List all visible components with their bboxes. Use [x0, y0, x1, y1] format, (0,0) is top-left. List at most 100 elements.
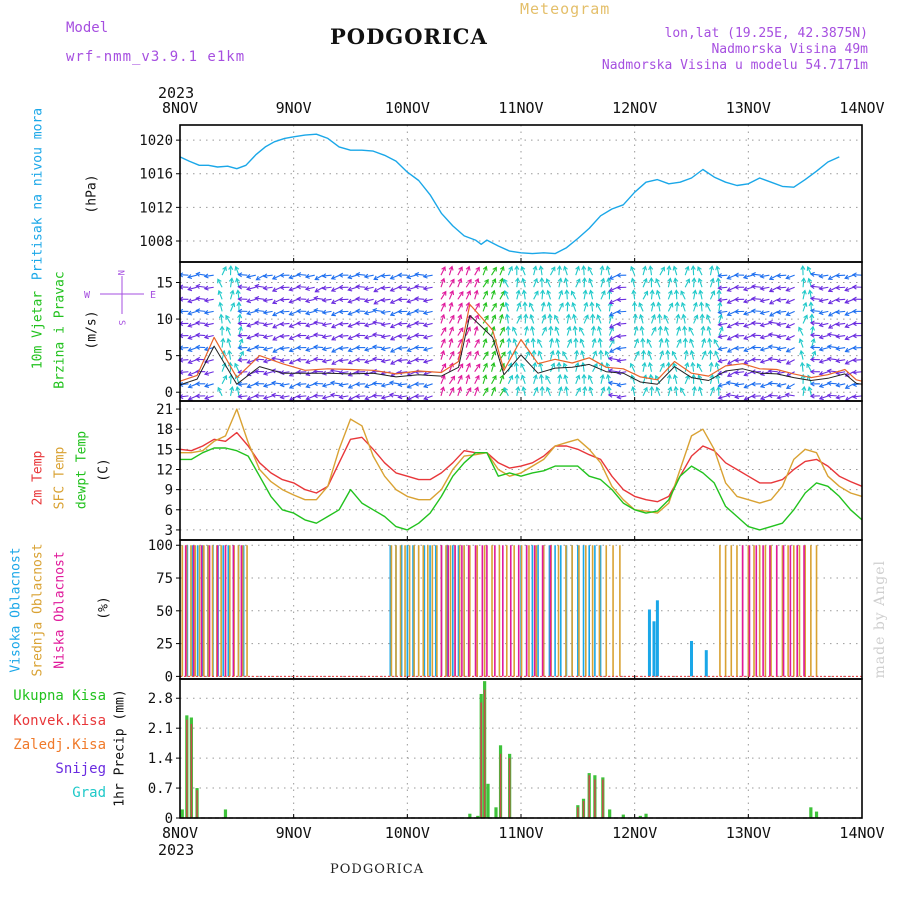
wind-arrow	[331, 369, 341, 373]
wind-arrow-head	[557, 386, 563, 392]
wind-arrow	[314, 321, 324, 324]
cloud-bar	[185, 545, 188, 677]
meteogram-label: Meteogram	[520, 0, 611, 18]
wind-arrow-head	[228, 265, 234, 270]
wind-arrow-head	[582, 385, 588, 391]
wind-arrow-head	[347, 384, 353, 389]
precip-bar	[476, 815, 480, 818]
wind-arrow-head	[414, 284, 420, 290]
wind-arrow-head	[288, 286, 294, 292]
wind-arrow	[714, 351, 720, 360]
cloud-bar	[537, 545, 539, 677]
wind-arrow	[263, 286, 273, 290]
wind-arrow	[588, 375, 594, 385]
wind-arrow	[827, 394, 837, 397]
wind-arrow-head	[809, 284, 815, 290]
cloud-bar	[208, 545, 211, 677]
wind-arrow-head	[734, 309, 739, 315]
cloud-bar	[227, 545, 230, 677]
wind-arrow-head	[538, 265, 544, 271]
wind-arrow	[709, 387, 715, 397]
cloud-bar	[741, 545, 744, 677]
cloud-bar	[599, 545, 602, 677]
wind-arrow-head	[581, 265, 587, 271]
wind-arrow	[707, 326, 711, 336]
wind-arrow-head	[828, 324, 833, 329]
wind-arrow-head	[734, 345, 739, 351]
wind-arrow-head	[449, 290, 455, 296]
wind-arrow-head	[515, 289, 521, 295]
wind-arrow	[768, 345, 778, 349]
wind-arrow-head	[558, 289, 564, 295]
wind-arrow-head	[503, 290, 509, 296]
wind-rose-n: N	[115, 270, 125, 275]
wind-arrow	[373, 321, 383, 324]
wind-arrow	[718, 395, 728, 399]
wind-arrow	[407, 347, 416, 352]
wind-arrow	[381, 383, 391, 387]
wind-arrow	[440, 375, 446, 385]
wind-arrow	[827, 370, 837, 373]
cloud-bar	[647, 609, 651, 677]
wind-arrow-head	[262, 334, 268, 340]
wind-arrow-head	[187, 286, 193, 292]
wind-arrow-head	[458, 327, 464, 332]
wind-arrow	[381, 310, 391, 314]
wind-arrow-head	[531, 349, 537, 355]
wind-arrow	[566, 314, 570, 324]
wind-arrow-head	[571, 313, 577, 319]
wind-arrow	[800, 350, 804, 360]
wind-arrow-head	[516, 301, 522, 308]
wind-arrow-head	[520, 265, 526, 271]
wind-arrow	[423, 383, 433, 388]
wind-arrow	[562, 351, 568, 360]
precip-bar	[223, 809, 228, 818]
wind-arrow	[226, 327, 232, 336]
wind-arrow	[579, 327, 585, 336]
cloud-ytick-label: 0	[165, 669, 173, 685]
wind-arrow	[305, 310, 315, 315]
wind-arrow	[688, 327, 695, 336]
wind-arrow	[280, 310, 290, 313]
wind-arrow-head	[672, 265, 678, 271]
wind-arrow	[716, 266, 720, 276]
wind-arrow-head	[321, 273, 327, 279]
wind-arrow-head	[785, 335, 791, 341]
wind-arrow-head	[785, 323, 791, 329]
wind-arrow	[272, 335, 282, 341]
wind-arrow	[381, 322, 391, 326]
wind-arrow	[381, 359, 391, 363]
wind-arrow-head	[750, 344, 756, 351]
wind-arrow-head	[195, 381, 200, 387]
wind-arrow-head	[606, 277, 612, 283]
wind-arrow	[709, 362, 713, 372]
wind-arrow-head	[397, 394, 403, 400]
cloud-bar	[775, 545, 778, 677]
wind-arrow	[575, 387, 581, 397]
wind-arrow	[482, 327, 488, 336]
wind-arrow	[390, 286, 400, 292]
wind-arrow-head	[529, 313, 535, 319]
wind-arrow	[263, 395, 273, 400]
wind-arrow-head	[305, 334, 311, 340]
wind-arrow-head	[835, 272, 840, 279]
wind-arrow	[356, 298, 366, 300]
wind-arrow-head	[537, 338, 542, 344]
wind-arrow	[659, 363, 665, 372]
wind-arrow	[247, 383, 256, 388]
wind-arrow	[322, 334, 332, 338]
wind-arrow-head	[503, 278, 508, 284]
wind-arrow	[398, 383, 408, 386]
wind-arrow-head	[767, 332, 773, 338]
wind-arrow-head	[355, 272, 361, 278]
wind-arrow	[718, 298, 728, 301]
wind-arrow	[693, 290, 696, 300]
cloud-bar	[445, 545, 447, 677]
wind-arrow	[440, 387, 445, 397]
wind-arrow-head	[347, 311, 353, 316]
wind-arrow-head	[691, 277, 697, 283]
wind-arrow	[617, 322, 627, 325]
wind-arrow-head	[364, 395, 370, 401]
wind-arrow	[234, 363, 240, 372]
x-tick-bottom-13NOV: 13NOV	[726, 824, 771, 842]
